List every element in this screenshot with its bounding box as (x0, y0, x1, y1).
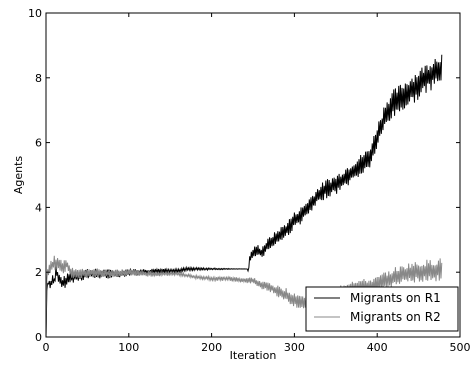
x-tick-label: 400 (367, 341, 388, 354)
y-tick-label: 4 (35, 201, 42, 214)
legend: Migrants on R1 Migrants on R2 (305, 286, 459, 332)
x-tick-label: 500 (450, 341, 471, 354)
legend-label-r2: Migrants on R2 (350, 310, 441, 324)
y-tick-label: 8 (35, 72, 42, 85)
tick-layer: 0 100 200 300 400 500 0 2 4 6 8 10 (28, 7, 471, 354)
x-tick-label: 0 (43, 341, 50, 354)
legend-label-r1: Migrants on R1 (350, 291, 441, 305)
x-axis-label: Iteration (230, 349, 277, 362)
y-tick-label: 10 (28, 7, 42, 20)
y-tick-label: 2 (35, 266, 42, 279)
series-layer (45, 54, 443, 338)
y-tick-label: 0 (35, 331, 42, 344)
y-axis-label: Agents (12, 156, 25, 195)
legend-box (305, 286, 459, 332)
y-tick-label: 6 (35, 137, 42, 150)
series-line-r2 (45, 255, 443, 338)
x-tick-label: 300 (284, 341, 305, 354)
x-tick-label: 200 (201, 341, 222, 354)
x-tick-label: 100 (118, 341, 139, 354)
plot-frame (45, 12, 461, 338)
